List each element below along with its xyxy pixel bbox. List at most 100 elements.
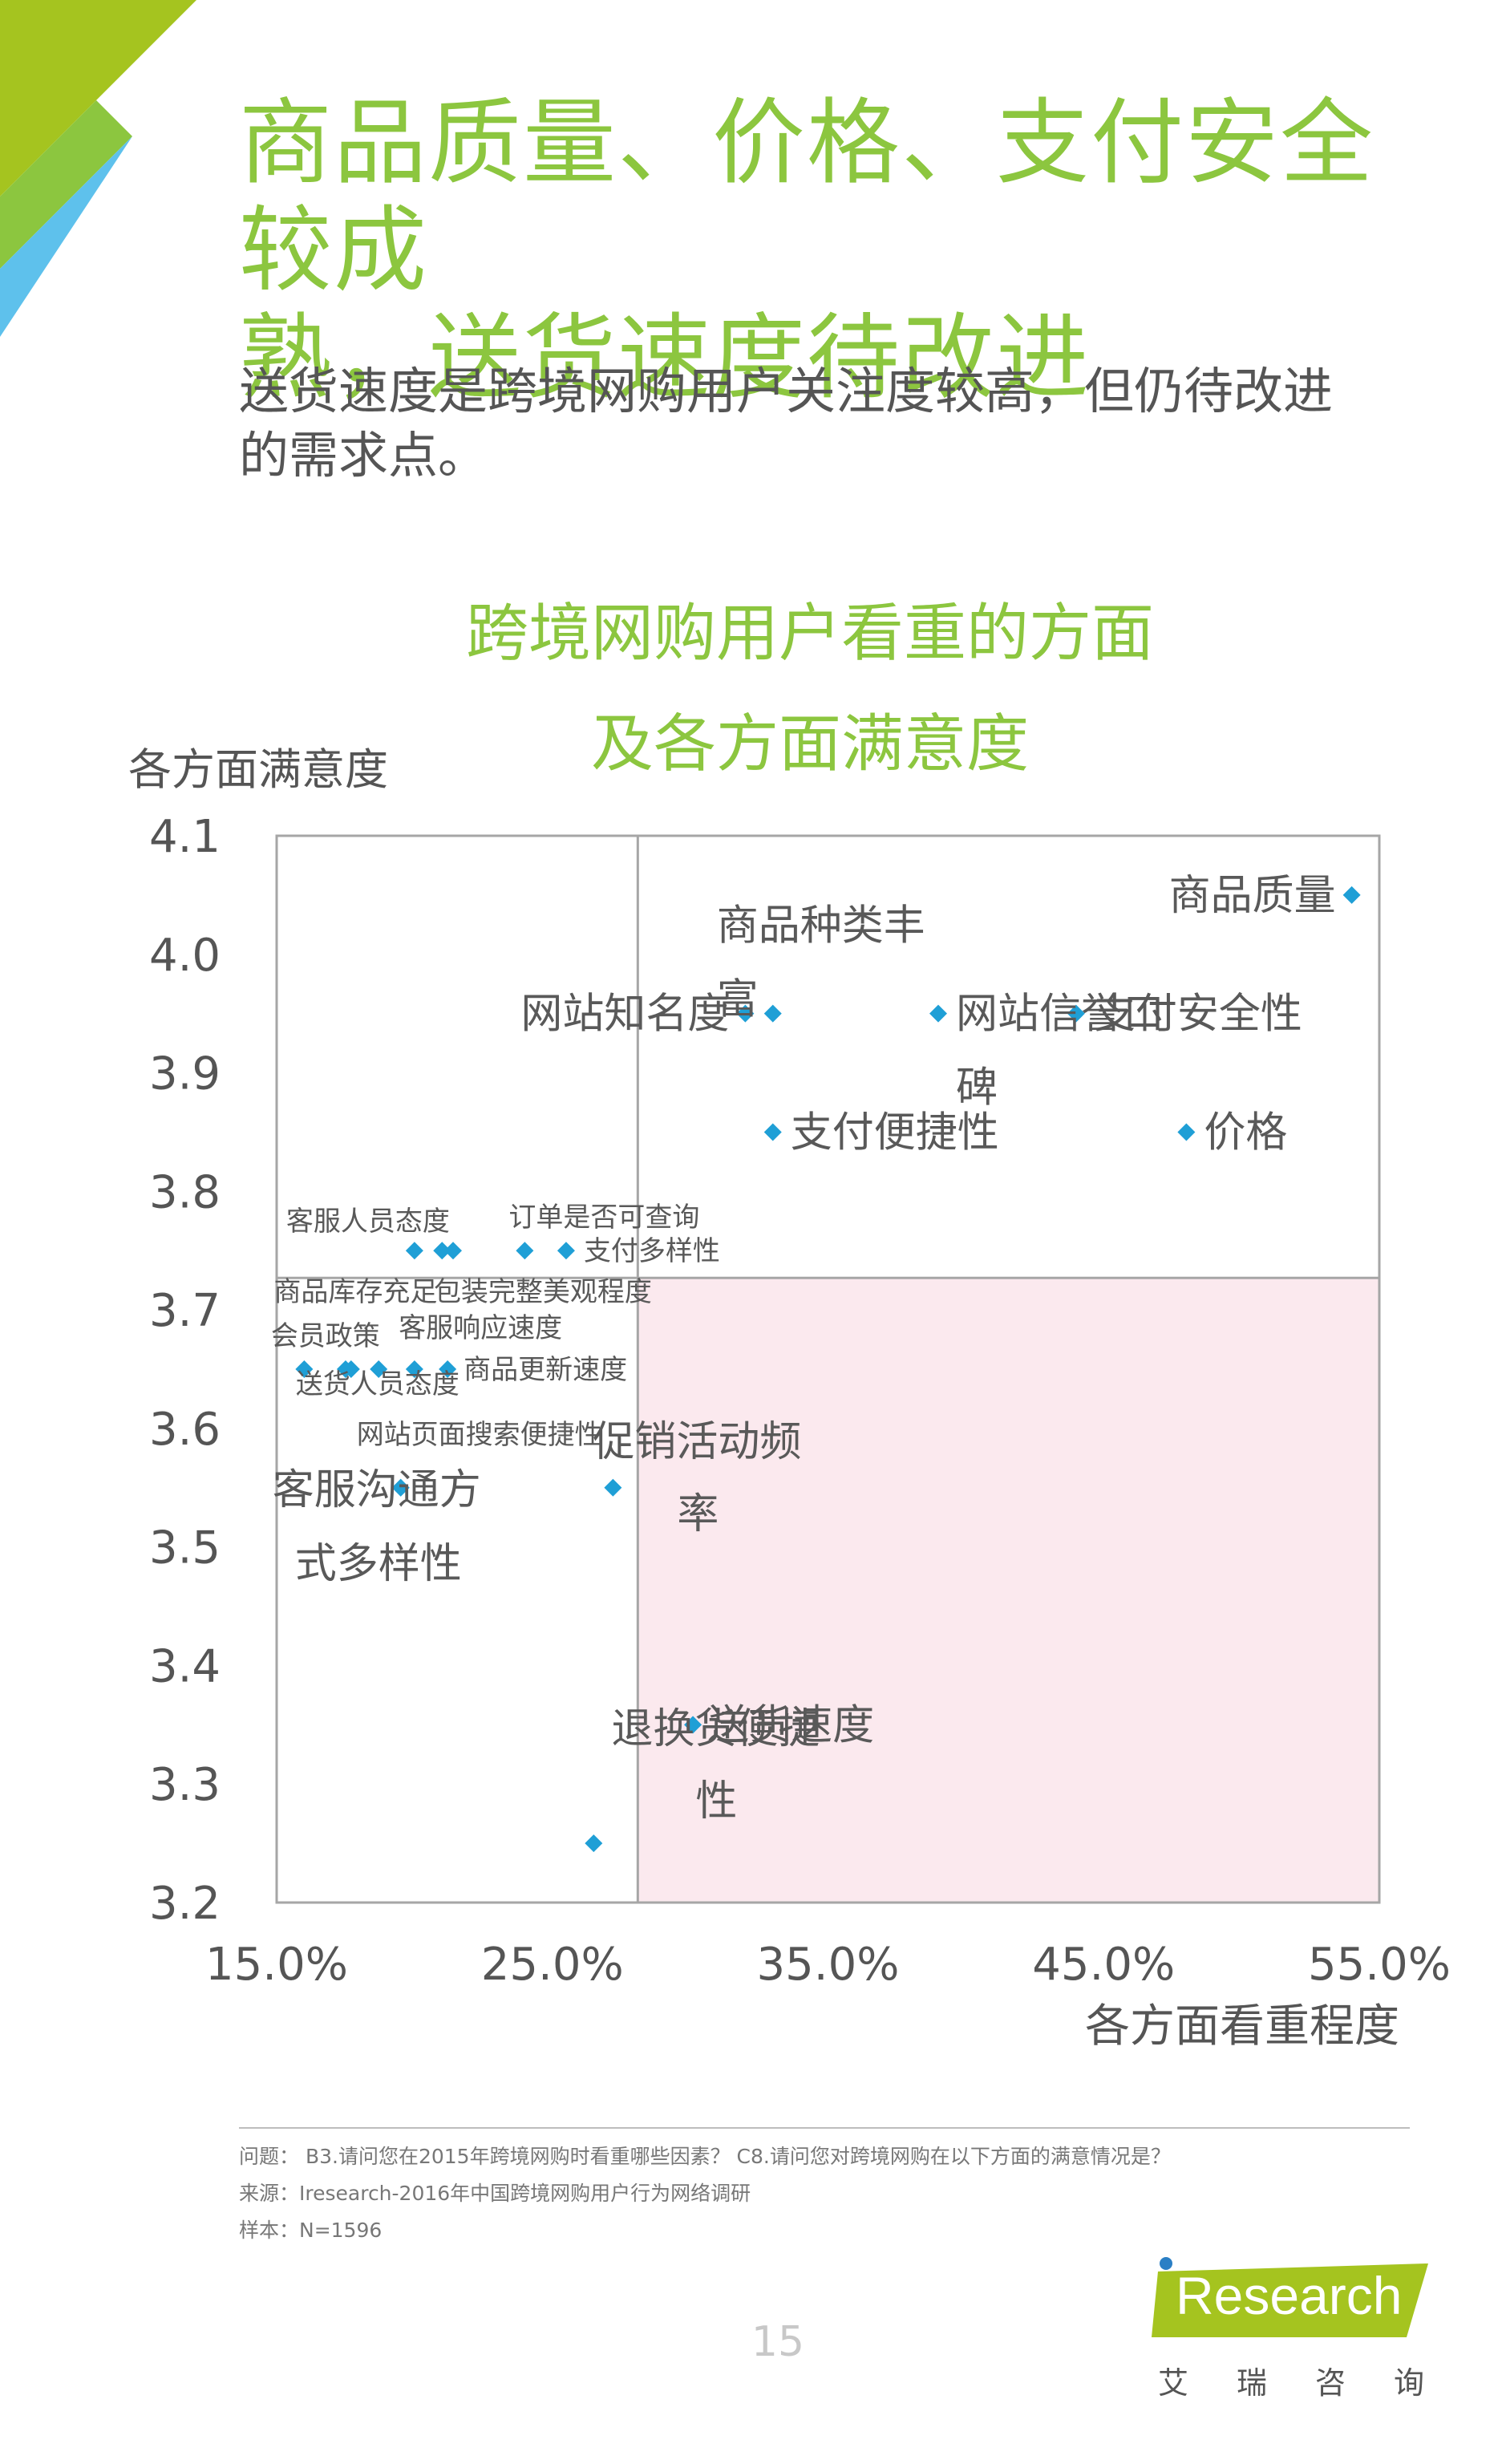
page-number: 15: [751, 2318, 805, 2366]
data-label-line: 支付安全性: [1094, 991, 1302, 1039]
data-label: 订单是否可查询: [508, 1202, 699, 1234]
footnote-question: 问题： B3.请问您在2015年跨境网购时看重哪些因素？ C8.请问您对跨境网购…: [239, 2145, 1171, 2168]
data-label-line: 促销活动频: [593, 1418, 801, 1466]
data-label-line: 客服人员态度: [286, 1206, 450, 1238]
footnotes: 问题： B3.请问您在2015年跨境网购时看重哪些因素？ C8.请问您对跨境网购…: [239, 2127, 1410, 2249]
data-label-line: 支付便捷性: [791, 1108, 999, 1157]
data-label-line: 价格: [1204, 1108, 1287, 1157]
data-label-line: 式多样性: [295, 1540, 462, 1588]
data-label: 客服人员态度: [286, 1206, 450, 1238]
y-tick-label: 3.2: [149, 1878, 221, 1930]
data-label-line: 订单是否可查询: [508, 1202, 699, 1234]
data-label: 商品种类丰富: [717, 902, 925, 1024]
data-label: 客服响应速度: [399, 1312, 562, 1344]
data-label: 价格: [1204, 1108, 1287, 1157]
data-label: 商品库存充足: [273, 1276, 437, 1308]
data-point-marker: [684, 1716, 702, 1734]
data-point-marker: [295, 1360, 314, 1378]
data-point-marker: [405, 1242, 423, 1260]
data-point-marker: [736, 1004, 755, 1023]
data-point-marker: [516, 1242, 534, 1260]
data-label: 包装完整美观程度: [434, 1276, 652, 1308]
corner-green-band: [0, 100, 132, 269]
x-tick-label: 35.0%: [757, 1939, 900, 1991]
data-label: 网站信誉口碑: [956, 991, 1164, 1112]
x-axis-label: 各方面看重程度: [1085, 2000, 1399, 2053]
data-label-line: 商品更新速度: [464, 1354, 627, 1386]
data-label: 送货人员态度: [296, 1368, 460, 1400]
data-label-line: 客服沟通方: [273, 1466, 481, 1514]
data-point-marker: [604, 1478, 622, 1497]
chart-title-line-2: 及各方面满意度: [590, 708, 1029, 780]
iresearch-logo: Research 艾瑞咨询: [1152, 2246, 1440, 2414]
data-labels: 商品质量支付安全性价格网站信誉口碑商品种类丰富网站知名度支付便捷性订单是否可查询…: [271, 872, 1336, 1826]
data-label-line: 送货人员态度: [296, 1368, 460, 1400]
data-label: 支付多样性: [584, 1235, 720, 1267]
data-point-marker: [763, 1123, 782, 1141]
data-label: 支付安全性: [1094, 991, 1302, 1039]
y-tick-label: 3.8: [149, 1166, 221, 1218]
y-tick-label: 3.6: [149, 1404, 221, 1456]
data-label: 会员政策: [271, 1320, 380, 1352]
data-points: [295, 886, 1361, 1853]
y-axis-ticks: 3.2 3.3 3.4 3.5 3.6 3.7 3.8 3.9 4.0 4.1: [149, 811, 221, 1930]
x-tick-label: 25.0%: [481, 1939, 624, 1991]
data-label: 促销活动频率: [593, 1418, 801, 1538]
data-point-marker: [391, 1478, 410, 1497]
data-label-line: 客服响应速度: [399, 1312, 562, 1344]
data-label-line: 商品质量: [1169, 872, 1336, 920]
logo-chinese: 艾瑞咨询: [1158, 2365, 1473, 2401]
footnote-source: 来源：Iresearch-2016年中国跨境网购用户行为网络调研: [239, 2182, 751, 2205]
data-label: 客服沟通方式多样性: [273, 1466, 481, 1588]
y-tick-label: 3.4: [149, 1640, 221, 1692]
data-label: 网站知名度: [520, 991, 729, 1039]
subtitle-line-2: 的需求点。: [239, 426, 488, 484]
data-label-line: 网站信誉口: [956, 991, 1164, 1039]
data-label: 支付便捷性: [791, 1108, 999, 1157]
y-axis-label: 各方面满意度: [128, 744, 388, 795]
y-tick-label: 3.3: [149, 1759, 221, 1811]
data-point-marker: [763, 1004, 782, 1023]
page-subtitle: 送货速度是跨境网购用户关注度较高，但仍待改进 的需求点。: [239, 359, 1426, 488]
data-label-line: 送货速度: [707, 1701, 874, 1749]
data-point-marker: [1177, 1123, 1196, 1141]
data-point-marker: [557, 1242, 575, 1260]
x-tick-label: 55.0%: [1308, 1939, 1451, 1991]
data-point-marker: [444, 1242, 462, 1260]
corner-decoration: [0, 0, 196, 337]
chart-title-line-1: 跨境网购用户看重的方面: [465, 598, 1154, 670]
y-tick-label: 3.5: [149, 1522, 221, 1574]
y-tick-label: 4.1: [149, 811, 221, 863]
subtitle-line-1: 送货速度是跨境网购用户关注度较高，但仍待改进: [239, 362, 1334, 420]
title-line-1: 商品质量、价格、支付安全较成: [239, 89, 1374, 305]
data-label-line: 性: [695, 1777, 737, 1826]
data-label-line: 会员政策: [271, 1320, 380, 1352]
data-label: 送货速度: [707, 1701, 874, 1749]
y-tick-label: 3.7: [149, 1285, 221, 1337]
data-label-line: 支付多样性: [584, 1235, 720, 1267]
data-point-marker: [585, 1834, 603, 1853]
data-label: 退换货便捷性: [611, 1705, 820, 1826]
scatter-chart: 3.2 3.3 3.4 3.5 3.6 3.7 3.8 3.9 4.0 4.1 15.0% 25.0…: [128, 744, 1451, 2053]
data-label-line: 率: [677, 1490, 719, 1538]
data-point-marker: [1067, 1004, 1085, 1023]
x-tick-label: 45.0%: [1032, 1939, 1175, 1991]
corner-blue-band: [0, 136, 132, 337]
data-label: 商品质量: [1169, 872, 1336, 920]
data-point-marker: [342, 1360, 360, 1378]
page-title: 商品质量、价格、支付安全较成 熟，送货速度待改进: [239, 90, 1458, 412]
logo-text: Research: [1176, 2266, 1403, 2325]
data-point-marker: [1342, 886, 1361, 904]
data-label-line: 退换货便捷: [611, 1705, 820, 1753]
data-label-line: 网站页面搜索便捷性: [357, 1419, 602, 1451]
logo-dot: [1160, 2257, 1172, 2270]
logo-band: [1152, 2263, 1428, 2337]
highlight-quadrant: [638, 1278, 1379, 1903]
data-label-line: 商品库存充足: [273, 1276, 437, 1308]
x-axis-ticks: 15.0% 25.0% 35.0% 45.0% 55.0%: [205, 1939, 1451, 1991]
data-point-marker: [439, 1360, 457, 1378]
footnote-sample: 样本：N=1596: [239, 2219, 383, 2242]
data-label-line: 网站知名度: [520, 991, 729, 1039]
data-point-marker: [433, 1242, 451, 1260]
data-point-marker: [929, 1004, 947, 1023]
